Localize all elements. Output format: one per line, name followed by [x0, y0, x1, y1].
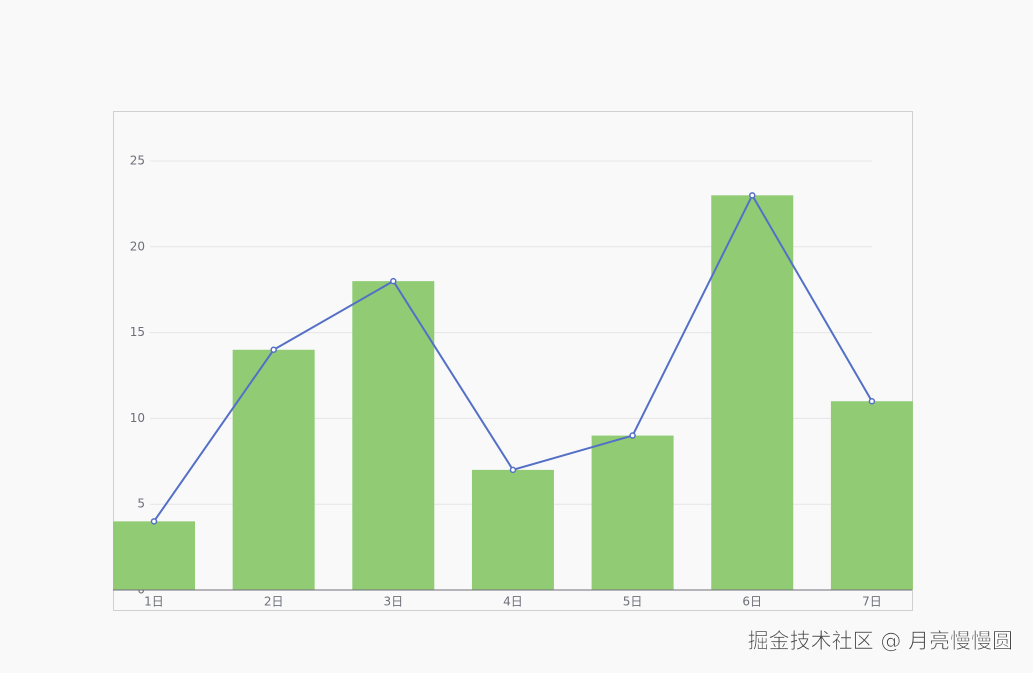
bar — [232, 349, 315, 590]
bar — [711, 195, 794, 590]
bar — [830, 401, 913, 590]
y-tick-label: 20 — [130, 239, 145, 253]
line-point — [749, 192, 756, 199]
watermark: 掘金技术社区 @ 月亮慢慢圆 — [748, 629, 1013, 653]
y-tick-label: 10 — [130, 411, 145, 425]
line-point — [509, 466, 517, 474]
x-tick-label: 3日 — [383, 595, 403, 609]
bar — [471, 469, 554, 590]
y-tick-label: 5 — [137, 497, 145, 511]
bar — [591, 435, 674, 590]
y-tick-label: 15 — [130, 325, 145, 339]
chart-frame — [113, 111, 913, 611]
x-tick-label: 6日 — [742, 595, 762, 609]
line-point — [270, 346, 277, 354]
line-point — [390, 277, 397, 285]
x-tick-label: 1日 — [144, 595, 164, 609]
y-tick-label: 25 — [130, 154, 145, 168]
x-tick-label: 2日 — [264, 595, 284, 609]
line-point — [629, 432, 636, 439]
line-point — [868, 397, 876, 405]
x-tick-label: 7日 — [862, 595, 882, 609]
bar — [113, 521, 195, 590]
x-tick-label: 4日 — [503, 595, 523, 609]
x-tick-label: 5日 — [623, 595, 643, 609]
bar — [352, 281, 435, 590]
line-point — [150, 518, 158, 525]
